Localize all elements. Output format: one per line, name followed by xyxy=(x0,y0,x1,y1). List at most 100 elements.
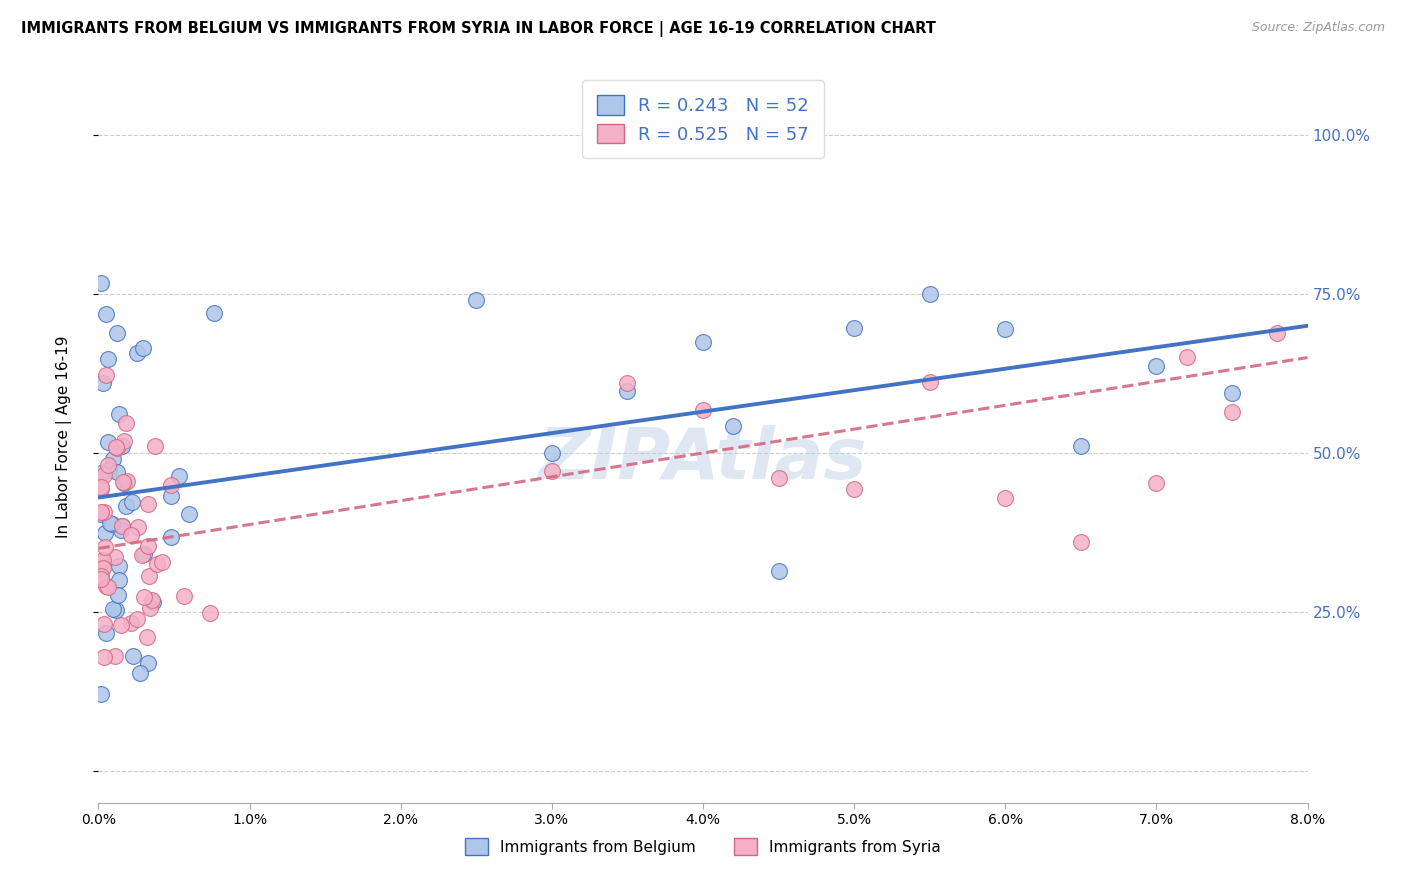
Point xyxy=(94,526,117,541)
Point xyxy=(1070,535,1092,549)
Point xyxy=(138,569,160,583)
Point xyxy=(121,648,143,663)
Point xyxy=(177,507,200,521)
Point xyxy=(90,482,112,496)
Point xyxy=(104,550,127,565)
Point xyxy=(108,573,131,587)
Legend: Immigrants from Belgium, Immigrants from Syria: Immigrants from Belgium, Immigrants from… xyxy=(458,832,948,861)
Point xyxy=(115,499,138,513)
Point xyxy=(90,508,112,522)
Text: Source: ZipAtlas.com: Source: ZipAtlas.com xyxy=(1251,21,1385,34)
Point xyxy=(129,666,152,681)
Point xyxy=(94,540,117,554)
Point xyxy=(135,630,157,644)
Point xyxy=(120,615,142,630)
Point xyxy=(115,416,138,430)
Point xyxy=(136,497,159,511)
Point xyxy=(540,463,562,477)
Point xyxy=(134,590,156,604)
Point xyxy=(108,559,131,574)
Point xyxy=(994,491,1017,506)
Point xyxy=(768,471,790,485)
Point xyxy=(96,579,118,593)
Point xyxy=(112,476,135,491)
Point xyxy=(723,418,745,433)
Point xyxy=(97,434,120,449)
Point xyxy=(465,293,488,308)
Point xyxy=(94,307,117,321)
Point xyxy=(90,572,112,586)
Point xyxy=(90,556,112,570)
Point xyxy=(121,527,143,541)
Point xyxy=(91,561,114,575)
Point xyxy=(131,548,153,562)
Point xyxy=(160,530,183,544)
Y-axis label: In Labor Force | Age 16-19: In Labor Force | Age 16-19 xyxy=(56,335,72,539)
Point xyxy=(692,403,714,417)
Point xyxy=(198,606,221,620)
Point xyxy=(844,320,866,334)
Point xyxy=(1070,439,1092,453)
Point xyxy=(90,480,112,494)
Point xyxy=(146,558,169,572)
Point xyxy=(136,540,159,554)
Point xyxy=(98,516,121,530)
Point xyxy=(91,376,114,390)
Point xyxy=(1146,359,1168,373)
Point xyxy=(160,477,183,491)
Point xyxy=(169,469,191,483)
Point xyxy=(127,345,149,359)
Point xyxy=(94,368,117,382)
Point xyxy=(97,458,120,472)
Point xyxy=(136,656,159,670)
Point xyxy=(131,342,153,356)
Point xyxy=(918,375,941,389)
Point xyxy=(107,326,129,340)
Point xyxy=(107,588,129,602)
Point xyxy=(105,441,128,455)
Point xyxy=(90,687,112,701)
Point xyxy=(127,520,149,534)
Point xyxy=(202,305,225,319)
Point xyxy=(125,612,148,626)
Point xyxy=(93,468,115,483)
Point xyxy=(112,434,135,448)
Point xyxy=(93,650,115,665)
Point xyxy=(115,474,138,488)
Point xyxy=(768,564,790,578)
Point xyxy=(90,505,112,519)
Point xyxy=(616,384,638,398)
Point xyxy=(97,580,120,594)
Point xyxy=(90,276,112,290)
Point xyxy=(110,523,132,537)
Point xyxy=(918,287,941,301)
Text: ZIPAtlas: ZIPAtlas xyxy=(538,425,868,493)
Point xyxy=(111,475,134,490)
Point xyxy=(111,518,134,533)
Point xyxy=(90,568,112,582)
Point xyxy=(93,617,115,632)
Point xyxy=(91,553,114,567)
Point xyxy=(93,505,115,519)
Point xyxy=(1267,326,1289,340)
Point xyxy=(104,648,127,663)
Point xyxy=(173,589,195,603)
Point xyxy=(692,334,714,349)
Point xyxy=(105,465,128,479)
Point xyxy=(111,439,134,453)
Point xyxy=(141,592,163,607)
Point xyxy=(142,595,165,609)
Point xyxy=(1146,476,1168,491)
Point xyxy=(101,602,124,616)
Point xyxy=(104,603,127,617)
Point xyxy=(101,517,124,532)
Point xyxy=(1220,405,1243,419)
Point xyxy=(844,483,866,497)
Point xyxy=(97,351,120,366)
Point xyxy=(143,439,166,453)
Point xyxy=(540,446,562,460)
Point xyxy=(1220,385,1243,400)
Point xyxy=(105,440,128,454)
Point xyxy=(101,451,124,466)
Point xyxy=(139,600,162,615)
